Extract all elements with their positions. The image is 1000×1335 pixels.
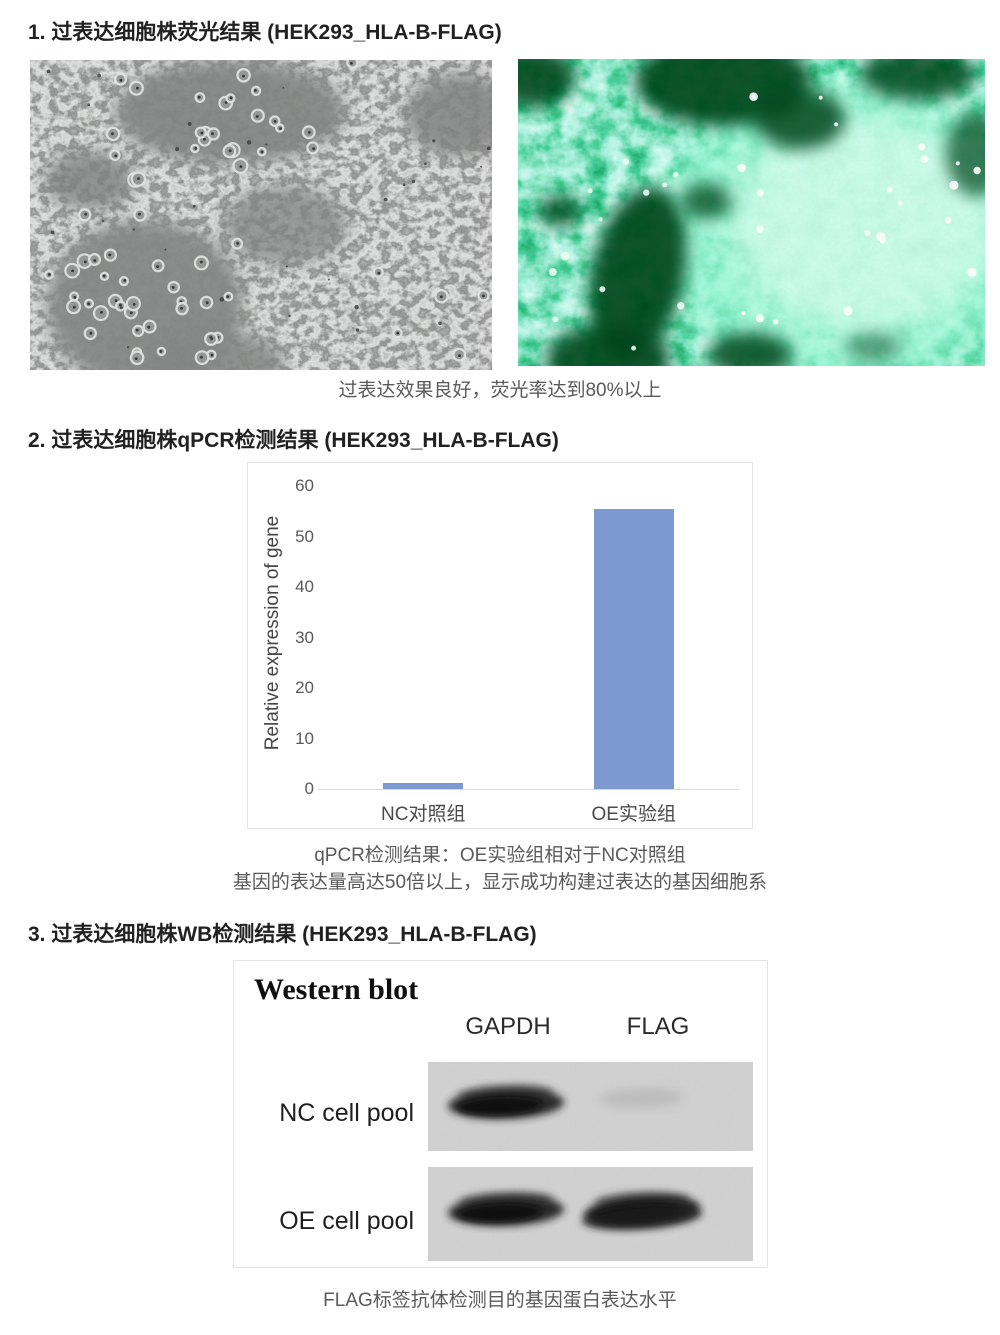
bar-nc-control xyxy=(383,782,464,789)
y-axis-tick-label: 0 xyxy=(304,779,314,798)
wb-bands-nc xyxy=(448,1084,684,1120)
wb-caption: FLAG标签抗体检测目的基因蛋白表达水平 xyxy=(323,1290,677,1311)
wb-row-nc-label: NC cell pool xyxy=(279,1099,414,1127)
brightfield-micrograph xyxy=(30,60,492,370)
x-axis-line xyxy=(318,789,739,790)
wb-column-flag: FLAG xyxy=(626,1013,690,1040)
y-axis-tick-label: 10 xyxy=(295,728,314,748)
y-axis-tick-label: 60 xyxy=(295,476,314,495)
wb-bands-oe xyxy=(448,1191,702,1230)
section2-title: 2. 过表达细胞株qPCR检测结果 (HEK293_HLA-B-FLAG) xyxy=(28,429,559,452)
section1-title: 1. 过表达细胞株荧光结果 (HEK293_HLA-B-FLAG) xyxy=(28,21,502,44)
fluorescence-micrograph xyxy=(518,59,985,366)
qpcr-caption-line1: qPCR检测结果：OE实验组相对于NC对照组 xyxy=(314,845,686,866)
x-category-label: OE实验组 xyxy=(591,804,676,825)
fluorescence-caption: 过表达效果良好，荧光率达到80%以上 xyxy=(338,380,662,401)
y-axis-tick-label: 30 xyxy=(295,627,314,647)
qpcr-caption-line2: 基因的表达量高达50倍以上，显示成功构建过表达的基因细胞系 xyxy=(232,872,768,893)
x-category-label: NC对照组 xyxy=(381,804,466,825)
y-axis-tick-label: 50 xyxy=(295,526,314,546)
wb-blot-strip-oe xyxy=(428,1167,753,1261)
bar-oe-experiment xyxy=(593,508,674,789)
western-blot-panel: Western blot GAPDH FLAG NC cell pool OE … xyxy=(233,960,768,1268)
western-blot-title: Western blot xyxy=(254,973,419,1006)
wb-column-gapdh: GAPDH xyxy=(465,1013,551,1040)
qpcr-bar-chart: Relative expression of gene 0 10 20 30 40 50 6… xyxy=(247,462,753,829)
section3-title: 3. 过表达细胞株WB检测结果 (HEK293_HLA-B-FLAG) xyxy=(28,923,537,946)
y-axis-tick-label: 20 xyxy=(295,678,314,697)
y-axis-tick-label: 40 xyxy=(295,577,314,596)
wb-blot-strip-nc xyxy=(428,1062,753,1151)
wb-row-oe-label: OE cell pool xyxy=(279,1207,414,1235)
